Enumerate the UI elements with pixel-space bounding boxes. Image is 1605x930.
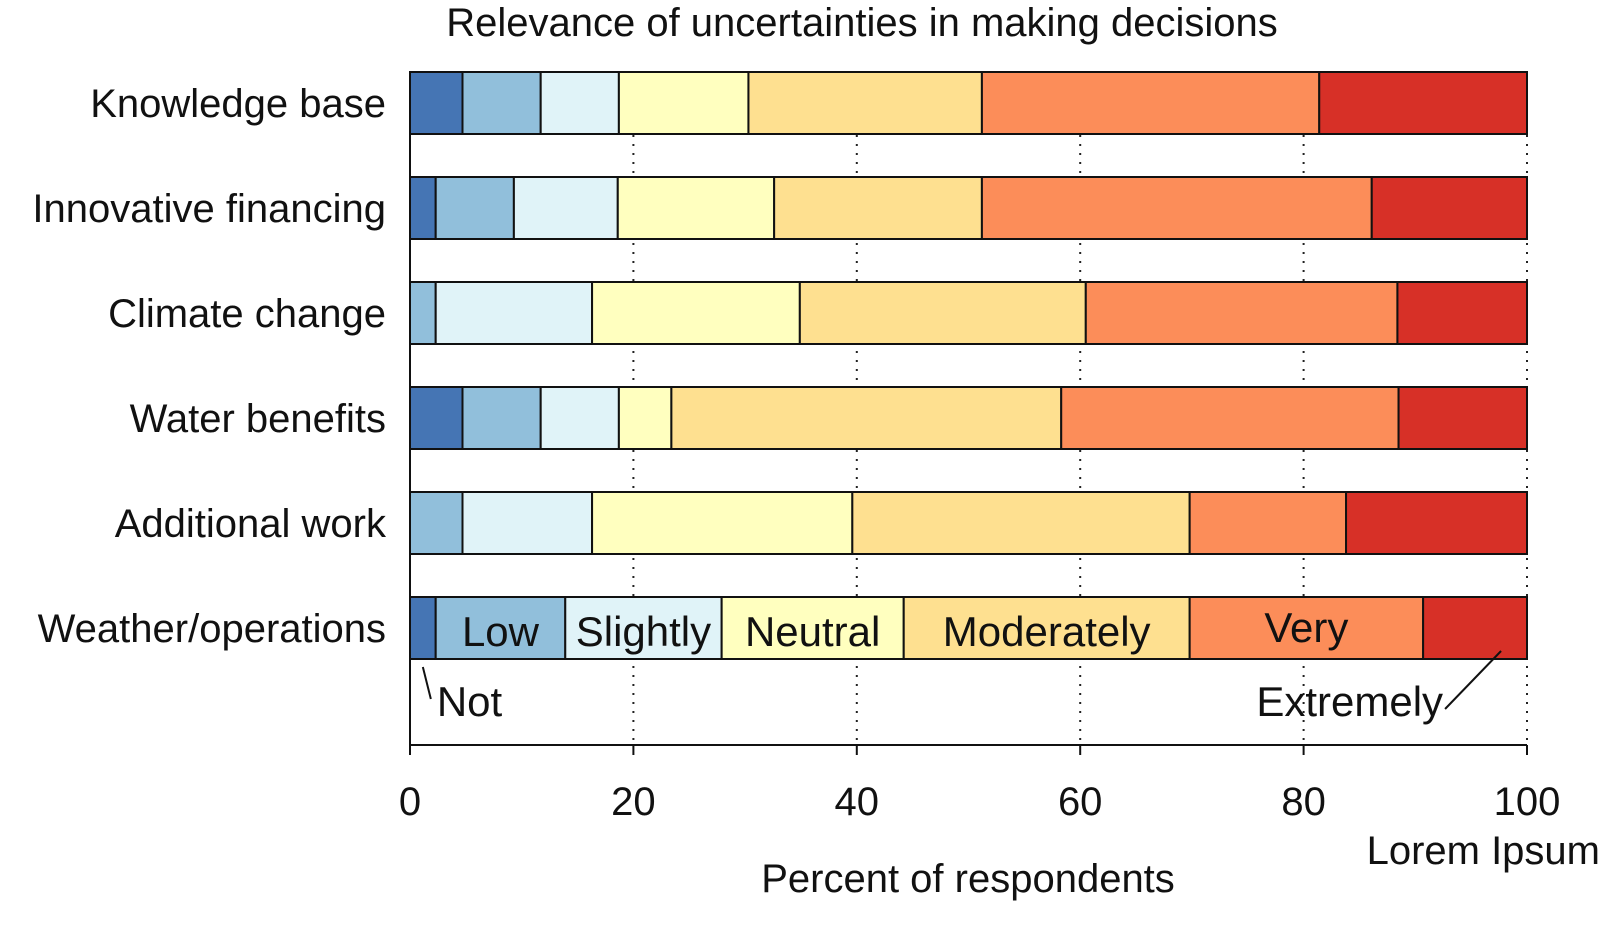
x-tick-label-60: 60: [1058, 780, 1103, 824]
segment-label-neutral: Neutral: [745, 608, 880, 655]
x-tick-label-40: 40: [835, 780, 880, 824]
x-tick-label-0: 0: [399, 780, 421, 824]
segment-label-slightly: Slightly: [576, 608, 711, 655]
bar-segment-water-benefits-extremely: [1397, 386, 1529, 450]
bar-segment-weather-operations-slightly: [564, 596, 723, 660]
bar-segment-weather-operations-very: [1188, 596, 1425, 660]
x-axis: 0 20 40 60 80 100 Percent of respondents: [399, 72, 1561, 901]
bar-segment-additional-work-slightly: [461, 491, 594, 555]
bar-segment-innovative-financing-moderately: [773, 176, 983, 240]
bar-segment-climate-change-extremely: [1396, 281, 1528, 345]
bar-segment-innovative-financing-low: [434, 176, 515, 240]
bar-segment-additional-work-very: [1188, 491, 1348, 555]
x-tick-label-80: 80: [1281, 780, 1326, 824]
category-label-water-benefits: Water benefits: [130, 397, 386, 441]
bar-segment-water-benefits-moderately: [670, 386, 1063, 450]
bar-segment-water-benefits-slightly: [539, 386, 620, 450]
bar-segment-knowledge-base-extremely: [1318, 71, 1529, 135]
callout-label-extremely: Extremely: [1256, 678, 1443, 725]
bar-segment-climate-change-very: [1084, 281, 1399, 345]
category-label-innovative-financing: Innovative financing: [32, 187, 386, 231]
bar-segment-water-benefits-not: [409, 386, 464, 450]
x-axis-title: Percent of respondents: [761, 857, 1175, 901]
bar-segment-innovative-financing-slightly: [512, 176, 619, 240]
callout-line-not: [421, 666, 432, 700]
bar-segment-additional-work-neutral: [591, 491, 854, 555]
corner-note: Lorem Ipsum: [1367, 829, 1600, 873]
category-label-additional-work: Additional work: [115, 502, 387, 546]
category-label-knowledge-base: Knowledge base: [90, 82, 386, 126]
category-label-weather-operations: Weather/operations: [38, 607, 386, 651]
bar-segment-knowledge-base-low: [461, 71, 542, 135]
bar-segment-additional-work-moderately: [851, 491, 1191, 555]
bar-segment-innovative-financing-very: [980, 176, 1373, 240]
callout-line-extremely: [1444, 650, 1502, 710]
segment-label-moderately: Moderately: [943, 608, 1151, 655]
bar-segment-weather-operations-not: [409, 596, 437, 660]
bars: [409, 71, 1529, 660]
bar-segment-additional-work-extremely: [1345, 491, 1529, 555]
callout-label-not: Not: [437, 678, 503, 725]
bar-segment-knowledge-base-moderately: [747, 71, 983, 135]
bar-segment-additional-work-low: [409, 491, 464, 555]
bar-segment-innovative-financing-extremely: [1370, 176, 1529, 240]
x-tick-label-100: 100: [1494, 780, 1561, 824]
bar-segment-knowledge-base-very: [980, 71, 1321, 135]
segment-label-very: Very: [1264, 604, 1348, 651]
bar-segment-water-benefits-low: [461, 386, 542, 450]
bar-segment-knowledge-base-not: [409, 71, 464, 135]
bar-segment-climate-change-slightly: [434, 281, 594, 345]
bar-segment-climate-change-moderately: [798, 281, 1087, 345]
bar-segment-innovative-financing-neutral: [616, 176, 776, 240]
bar-segment-climate-change-low: [409, 281, 437, 345]
category-label-climate-change: Climate change: [108, 292, 386, 336]
x-tick-label-20: 20: [611, 780, 656, 824]
segment-label-low: Low: [462, 608, 540, 655]
bar-segment-knowledge-base-neutral: [617, 71, 750, 135]
bar-segment-innovative-financing-not: [409, 176, 437, 240]
bar-segment-water-benefits-very: [1060, 386, 1400, 450]
bar-segment-knowledge-base-slightly: [539, 71, 620, 135]
bar-segment-climate-change-neutral: [591, 281, 801, 345]
bar-segment-weather-operations-neutral: [720, 596, 905, 660]
bar-segment-weather-operations-extremely: [1422, 596, 1529, 660]
bar-segment-water-benefits-neutral: [617, 386, 673, 450]
labels: Relevance of uncertainties in making dec…: [32, 1, 1600, 873]
chart-title: Relevance of uncertainties in making dec…: [446, 1, 1278, 45]
bar-segment-weather-operations-low: [434, 596, 567, 660]
